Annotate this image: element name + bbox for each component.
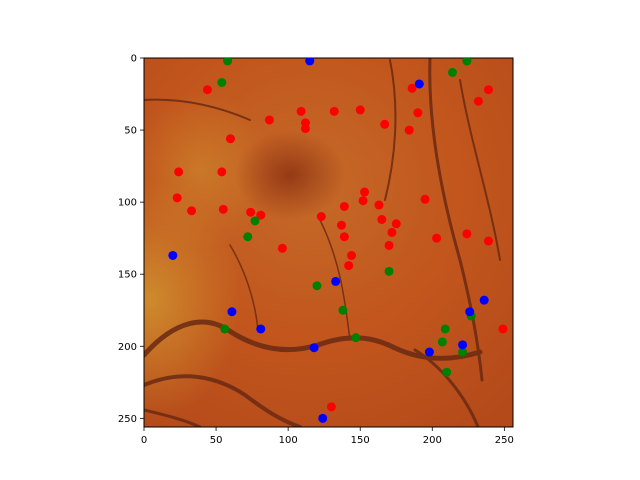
scatter-point-series-2: [414, 79, 424, 89]
scatter-point-series-0: [339, 232, 349, 242]
x-tick-label: 200: [423, 435, 442, 446]
scatter-point-series-2: [256, 324, 266, 334]
scatter-point-series-2: [309, 343, 319, 353]
scatter-point-series-2: [331, 276, 341, 286]
scatter-point-series-0: [225, 134, 235, 144]
scatter-point-series-1: [442, 367, 452, 377]
plot-frame: [143, 57, 514, 428]
scatter-point-series-0: [462, 229, 472, 239]
scatter-point-series-0: [358, 196, 368, 206]
scatter-point-series-0: [407, 83, 417, 93]
scatter-point-series-0: [377, 214, 387, 224]
scatter-point-series-0: [413, 108, 423, 118]
scatter-point-series-0: [432, 233, 442, 243]
x-tick-label: 100: [279, 435, 298, 446]
scatter-point-series-1: [351, 333, 361, 343]
scatter-point-series-2: [227, 307, 237, 317]
scatter-point-series-0: [483, 236, 493, 246]
scatter-point-series-0: [339, 201, 349, 211]
y-tick-label: 100: [118, 198, 137, 209]
scatter-point-series-0: [174, 167, 184, 177]
scatter-point-series-2: [479, 295, 489, 305]
scatter-point-series-1: [458, 347, 468, 357]
scatter-point-series-0: [360, 187, 370, 197]
scatter-point-series-0: [256, 210, 266, 220]
scatter-point-series-0: [187, 206, 197, 216]
fundus-image: [144, 58, 513, 427]
scatter-point-series-0: [336, 220, 346, 230]
scatter-point-series-0: [326, 402, 336, 412]
x-axis: 0 50 100 150 200 250: [141, 427, 514, 446]
scatter-point-series-0: [498, 324, 508, 334]
x-tick-label: 50: [210, 435, 223, 446]
scatter-point-series-0: [387, 227, 397, 237]
y-tick-label: 50: [124, 126, 137, 137]
scatter-point-series-0: [344, 261, 354, 271]
scatter-point-series-0: [483, 85, 493, 95]
scatter-point-series-1: [243, 232, 253, 242]
scatter-point-series-2: [465, 307, 475, 317]
scatter-point-series-0: [384, 240, 394, 250]
scatter-point-series-0: [217, 167, 227, 177]
scatter-point-series-1: [440, 324, 450, 334]
x-tick-label: 150: [351, 435, 370, 446]
scatter-point-series-0: [277, 243, 287, 253]
scatter-point-series-1: [217, 78, 227, 88]
scatter-point-series-1: [223, 58, 233, 66]
scatter-point-series-1: [437, 337, 447, 347]
y-tick-label: 250: [118, 414, 137, 425]
y-axis: 0 50 100 150 200 250: [118, 54, 144, 425]
scatter-point-series-0: [380, 119, 390, 129]
scatter-point-series-0: [391, 219, 401, 229]
scatter-point-series-0: [296, 106, 306, 116]
x-tick-label: 250: [495, 435, 514, 446]
y-tick-label: 200: [118, 342, 137, 353]
scatter-point-series-0: [374, 200, 384, 210]
scatter-point-series-0: [264, 115, 274, 125]
scatter-point-series-1: [312, 281, 322, 291]
scatter-points: [168, 58, 508, 423]
scatter-point-series-0: [404, 125, 414, 135]
scatter-point-series-2: [458, 340, 468, 350]
scatter-point-series-0: [218, 204, 228, 214]
scatter-point-series-0: [329, 106, 339, 116]
scatter-point-series-1: [220, 324, 230, 334]
scatter-point-series-0: [246, 207, 256, 217]
scatter-point-series-2: [318, 413, 328, 423]
scatter-point-series-1: [250, 216, 260, 226]
scatter-point-series-1: [338, 305, 348, 315]
y-tick-label: 150: [118, 270, 137, 281]
scatter-point-series-1: [447, 67, 457, 77]
scatter-point-series-2: [424, 347, 434, 357]
scatter-point-series-0: [347, 250, 357, 260]
scatter-point-series-0: [473, 96, 483, 106]
x-tick-label: 0: [141, 435, 147, 446]
scatter-point-series-0: [316, 212, 326, 222]
scatter-point-series-1: [384, 266, 394, 276]
scatter-point-series-1: [462, 58, 472, 66]
scatter-point-series-0: [172, 193, 182, 203]
scatter-point-series-0: [355, 105, 365, 115]
scatter-point-series-2: [305, 58, 315, 66]
scatter-point-series-2: [168, 250, 178, 260]
scatter-point-series-0: [202, 85, 212, 95]
y-tick-label: 0: [131, 54, 137, 65]
scatter-point-series-0: [420, 194, 430, 204]
scatter-point-series-0: [300, 124, 310, 134]
